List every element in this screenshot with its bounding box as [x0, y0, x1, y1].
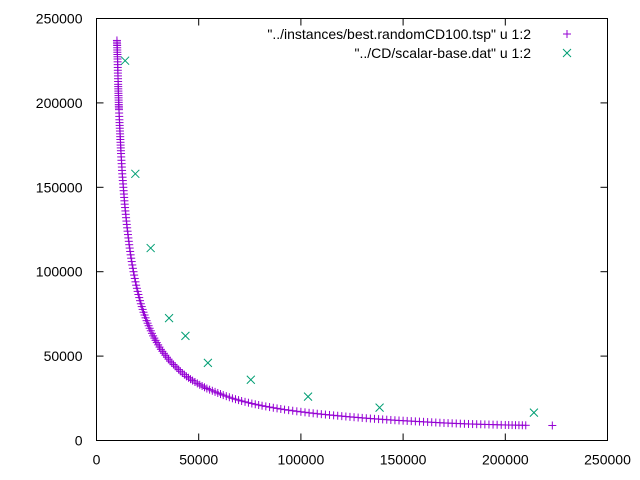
data-point	[130, 271, 139, 280]
data-point	[247, 399, 256, 408]
data-point	[529, 408, 539, 418]
y-tick-label: 50000	[44, 348, 83, 364]
data-point	[186, 375, 195, 384]
data-point	[184, 373, 193, 382]
x-tick-label: 150000	[380, 452, 427, 468]
legend-marker	[562, 48, 572, 58]
data-point	[521, 421, 530, 430]
y-tick-label: 0	[75, 433, 83, 449]
data-point	[303, 392, 313, 401]
data-point	[292, 407, 301, 416]
data-point	[129, 267, 138, 276]
data-point	[246, 375, 256, 385]
data-point	[167, 358, 176, 367]
series-1	[112, 36, 557, 430]
data-point	[127, 254, 136, 263]
data-point	[203, 358, 213, 368]
data-point	[375, 403, 384, 412]
data-point	[128, 264, 137, 273]
data-point	[174, 365, 183, 374]
x-tick-label: 250000	[584, 452, 631, 468]
y-tick-label: 150000	[36, 179, 83, 195]
data-point	[146, 243, 156, 253]
data-point	[130, 169, 140, 179]
series-2	[120, 56, 539, 418]
data-point	[126, 250, 135, 259]
legend-entry-label: "../CD/scalar-base.dat" u 1:2	[355, 45, 532, 61]
data-point	[164, 313, 174, 323]
data-point	[182, 372, 191, 381]
data-point	[176, 367, 185, 376]
x-tick-label: 50000	[179, 452, 218, 468]
data-point	[237, 397, 246, 406]
data-point	[300, 408, 309, 417]
x-tick-label: 200000	[482, 452, 529, 468]
data-point	[273, 404, 282, 413]
data-point	[548, 421, 557, 430]
data-point	[131, 277, 140, 286]
data-point	[166, 357, 175, 366]
data-point	[164, 355, 173, 364]
data-point	[181, 331, 190, 341]
data-point	[276, 404, 285, 413]
data-point	[244, 398, 253, 407]
data-point	[296, 407, 305, 416]
legend-marker	[563, 30, 571, 38]
legend: "../instances/best.randomCD100.tsp" u 1:…	[267, 26, 572, 61]
data-point	[180, 370, 189, 379]
y-tick-label: 250000	[36, 11, 83, 27]
data-point	[130, 274, 139, 283]
data-point	[288, 406, 297, 415]
data-point	[127, 257, 136, 266]
data-point	[258, 401, 267, 410]
data-point	[254, 400, 263, 409]
y-tick-label: 100000	[36, 264, 83, 280]
x-tick-label: 100000	[278, 452, 325, 468]
data-point	[251, 400, 260, 409]
data-point	[269, 403, 278, 412]
legend-entry-label: "../instances/best.randomCD100.tsp" u 1:…	[267, 26, 531, 42]
data-point	[178, 368, 187, 377]
x-tick-label: 0	[93, 452, 101, 468]
data-point	[169, 360, 178, 369]
plot-area-border	[96, 18, 608, 441]
data-point	[172, 363, 181, 372]
data-point	[261, 402, 270, 411]
data-point	[120, 56, 130, 66]
data-point	[280, 405, 289, 414]
y-tick-label: 200000	[36, 95, 83, 111]
data-point	[241, 397, 250, 406]
data-point	[128, 260, 137, 269]
data-point	[284, 406, 293, 415]
data-point	[265, 403, 274, 412]
data-point	[171, 362, 180, 371]
